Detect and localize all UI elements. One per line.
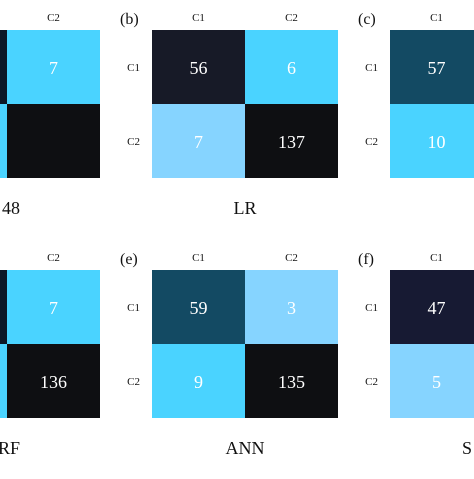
panel-label: (f) [358,251,374,268]
model-title: ANN [226,438,265,458]
column-label: C1 [430,12,443,24]
confusion-panel-2: 56 6 7 137 C1 C2 C1 C2 (b) LR [120,11,338,218]
matrix-cell-1-1 [0,270,7,344]
matrix-cell-1-2 [7,30,100,104]
cell-value: 10 [428,132,446,152]
cell-value: 6 [287,58,296,78]
model-title: LR [233,198,256,218]
row-label: C1 [127,302,140,314]
matrix-cell-2-1 [152,344,245,418]
confusion-panel-1: 7 C2 48 [0,12,100,218]
matrix-cell-1-1 [152,30,245,104]
row-label: C2 [365,376,378,388]
column-label: C1 [192,12,205,24]
matrix-cell-2-2 [7,344,100,418]
matrix-cell-2-1 [390,344,474,418]
confusion-panel-5: 59 3 9 135 C1 C2 C1 C2 (e) ANN [120,251,338,458]
cell-value: 9 [194,372,203,392]
column-label: C2 [47,12,60,24]
confusion-panel-6: 47 5 C1 C1 C2 (f) S [358,251,474,458]
row-label: C2 [365,136,378,148]
matrix-cell-1-1 [0,30,7,104]
row-label: C1 [365,302,378,314]
cell-value: 136 [40,372,67,392]
confusion-panel-4: 7 136 C2 RF [0,252,100,458]
panel-label: (b) [120,11,139,28]
matrix-cell-1-1 [390,270,474,344]
cell-value: 7 [49,298,58,318]
cell-value: 7 [194,132,203,152]
model-title: 48 [2,198,20,218]
matrix-cell-1-2 [245,270,338,344]
matrix-cell-2-2 [245,344,338,418]
cell-value: 7 [49,58,58,78]
cell-value: 5 [432,372,441,392]
column-label: C2 [285,12,298,24]
row-label: C1 [365,62,378,74]
model-title: RF [0,438,20,458]
cell-value: 47 [428,298,446,318]
column-label: C1 [430,252,443,264]
column-label: C1 [192,252,205,264]
matrix-cell-2-1 [0,344,7,418]
confusion-panel-3: 57 10 C1 C1 C2 (c) [358,11,474,178]
matrix-cell-1-2 [245,30,338,104]
matrix-cell-2-1 [0,104,7,178]
cell-value: 57 [428,58,446,78]
matrix-cell-2-2 [7,104,100,178]
row-label: C2 [127,136,140,148]
cell-value: 135 [278,372,305,392]
matrix-cell-1-1 [390,30,474,104]
cell-value: 56 [190,58,208,78]
matrix-cell-1-1 [152,270,245,344]
matrix-cell-1-2 [7,270,100,344]
column-label: C2 [285,252,298,264]
cell-value: 3 [287,298,296,318]
row-label: C2 [127,376,140,388]
panel-label: (c) [358,11,376,28]
model-title: S [462,438,472,458]
matrix-cell-2-1 [390,104,474,178]
row-label: C1 [127,62,140,74]
cell-value: 137 [278,132,305,152]
column-label: C2 [47,252,60,264]
matrix-cell-2-2 [245,104,338,178]
panel-label: (e) [120,251,138,268]
matrix-cell-2-1 [152,104,245,178]
cell-value: 59 [190,298,208,318]
